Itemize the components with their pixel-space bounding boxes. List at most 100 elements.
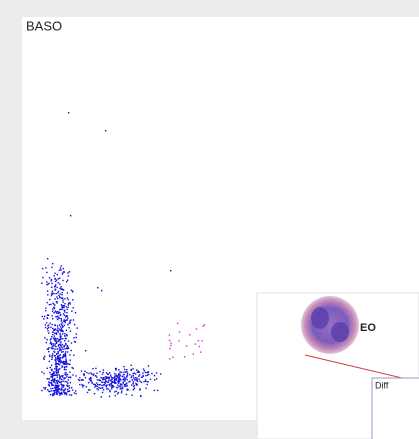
dot	[60, 345, 62, 348]
dot	[64, 340, 66, 342]
dot	[63, 363, 65, 365]
dot	[56, 390, 59, 392]
dot	[98, 386, 100, 389]
dot	[117, 382, 120, 384]
dot	[122, 378, 125, 380]
dot	[51, 290, 54, 292]
dot	[109, 390, 111, 393]
dot	[41, 371, 43, 373]
dot	[55, 342, 58, 344]
dot	[109, 389, 111, 392]
dot	[123, 365, 125, 368]
dot	[110, 376, 112, 378]
dot	[94, 383, 96, 386]
dot	[98, 384, 101, 386]
dot	[68, 385, 70, 387]
dot	[59, 376, 61, 378]
dot	[64, 333, 66, 335]
dot	[61, 324, 63, 326]
dot	[47, 389, 49, 391]
dot	[149, 378, 152, 380]
diff-box[interactable]	[371, 377, 419, 439]
dot	[60, 338, 62, 340]
dot	[61, 365, 63, 367]
dot	[54, 286, 56, 288]
dot	[91, 382, 93, 384]
dot	[55, 280, 57, 283]
dot	[121, 384, 123, 386]
dot	[145, 374, 147, 377]
dot	[54, 298, 56, 300]
dot	[64, 348, 66, 350]
dot	[126, 374, 129, 376]
dot-cloud	[41, 112, 206, 398]
dot	[60, 360, 62, 362]
dot	[45, 341, 47, 344]
dot	[146, 381, 149, 383]
dot	[66, 376, 68, 378]
dot	[138, 378, 140, 380]
dot	[115, 369, 117, 371]
dot	[118, 374, 120, 377]
dot	[67, 391, 69, 393]
dot	[51, 369, 53, 372]
dot	[65, 306, 68, 308]
dot	[60, 318, 62, 320]
dot	[120, 392, 123, 394]
dot	[63, 360, 65, 363]
dot	[57, 351, 59, 353]
dot	[44, 324, 46, 326]
dot	[57, 345, 60, 347]
dot	[59, 393, 61, 395]
dot	[68, 271, 71, 273]
dot	[106, 388, 108, 390]
dot	[50, 376, 52, 378]
dot	[58, 328, 61, 330]
dot	[55, 362, 57, 364]
dot	[151, 372, 153, 375]
dot	[57, 352, 59, 354]
dot	[54, 310, 56, 312]
dot	[103, 384, 106, 386]
dot	[153, 389, 156, 392]
dot	[87, 389, 90, 391]
dot	[135, 379, 137, 381]
dot	[60, 383, 62, 385]
dot	[56, 300, 58, 303]
dot	[55, 339, 57, 341]
dot	[132, 368, 134, 370]
dot	[53, 371, 55, 373]
dot	[64, 367, 66, 369]
dot	[48, 390, 50, 393]
dot	[51, 379, 54, 381]
dot	[64, 362, 67, 365]
dot	[47, 383, 50, 386]
dot	[52, 345, 54, 347]
dot	[77, 379, 80, 381]
dot	[64, 311, 66, 313]
dot	[73, 354, 75, 356]
dot	[69, 381, 72, 384]
dot	[114, 381, 116, 384]
dot	[138, 375, 140, 377]
dot	[54, 337, 57, 340]
dot	[59, 377, 61, 379]
dot	[69, 303, 71, 305]
dot	[62, 330, 64, 333]
dot	[194, 343, 197, 345]
dot	[53, 306, 55, 309]
dot	[70, 319, 72, 321]
dot	[51, 354, 53, 357]
dot	[52, 374, 54, 376]
dot	[57, 312, 60, 314]
dot	[63, 305, 66, 307]
dot	[124, 385, 126, 387]
dot	[126, 375, 128, 377]
dot	[130, 376, 132, 379]
dot	[68, 376, 70, 379]
dot	[133, 386, 135, 388]
dot	[63, 319, 65, 322]
dot	[73, 392, 76, 394]
dot	[53, 332, 56, 335]
dot	[138, 374, 141, 376]
